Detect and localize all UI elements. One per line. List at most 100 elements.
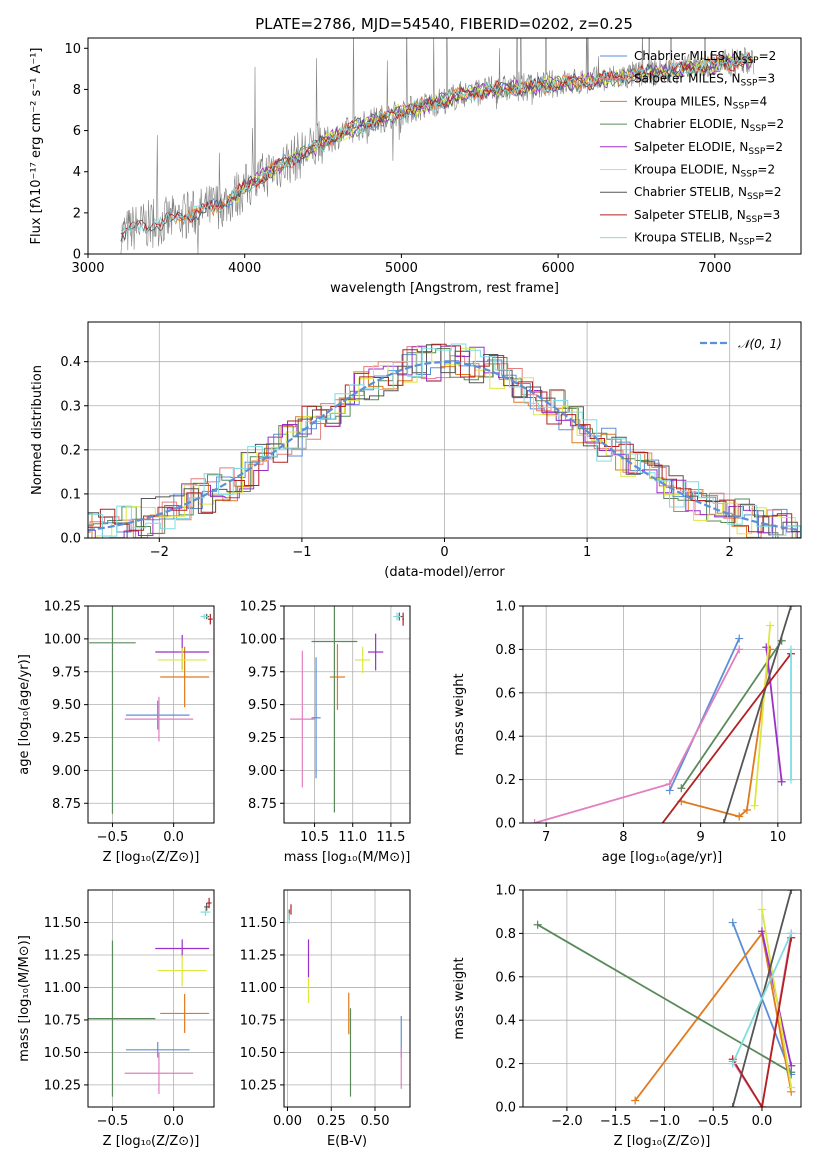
y-axis-label: mass weight xyxy=(452,957,467,1039)
legend-text: Chabrier MILES, N xyxy=(634,49,742,63)
mass-weight-line xyxy=(731,937,793,1107)
plus-marker xyxy=(757,927,766,936)
y-tick-label: 0.1 xyxy=(60,487,81,502)
legend-subscript: SSP xyxy=(748,147,765,157)
x-axis-label: mass [log₁₀(M/M⊙)] xyxy=(284,850,411,865)
x-tick-label: 9 xyxy=(696,830,704,845)
y-tick-label: 8 xyxy=(73,83,81,98)
plus-marker xyxy=(757,905,766,914)
plus-marker xyxy=(677,784,686,793)
y-tick-label: 8.75 xyxy=(52,797,81,812)
x-tick-label: 0.0 xyxy=(752,1114,773,1129)
plus-marker xyxy=(786,645,795,654)
y-tick-label: 4 xyxy=(73,165,81,180)
mass-weight-line xyxy=(661,653,792,823)
x-axis-label: Z [log₁₀(Z/Z⊙)] xyxy=(614,1134,711,1149)
y-tick-label: 10.25 xyxy=(44,600,81,615)
x-tick-label: 10 xyxy=(770,830,787,845)
plus-marker xyxy=(766,621,775,630)
x-tick-label: 2 xyxy=(726,545,734,560)
legend-label: Kroupa STELIB, NSSP=2 xyxy=(634,231,772,248)
x-axis-label: E(B-V) xyxy=(327,1134,367,1149)
y-axis-label: Normed distribution xyxy=(30,365,45,495)
legend-text: Chabrier STELIB, N xyxy=(634,185,747,199)
histogram-step-line xyxy=(88,363,801,538)
legend-subscript: SSP xyxy=(750,124,767,134)
axes-frame xyxy=(283,889,411,1108)
y-tick-label: 0.0 xyxy=(60,532,81,547)
y-tick-label: 0.2 xyxy=(495,773,516,788)
y-axis-label: mass weight xyxy=(452,673,467,755)
x-tick-label: −1 xyxy=(292,545,311,560)
x-tick-label: −2.0 xyxy=(551,1114,583,1129)
plus-marker xyxy=(530,819,539,823)
legend-text: Salpeter STELIB, N xyxy=(634,208,746,222)
plus-marker xyxy=(735,812,744,821)
plus-marker xyxy=(665,779,674,788)
y-tick-label: 10.50 xyxy=(44,1046,81,1061)
axes-frame xyxy=(87,605,215,824)
y-tick-label: 0.6 xyxy=(495,970,516,985)
y-tick-label: 9.50 xyxy=(248,698,277,713)
legend-label: Kroupa ELODIE, NSSP=2 xyxy=(634,163,775,180)
plus-marker xyxy=(533,920,542,929)
x-axis-label: age [log₁₀(age/yr)] xyxy=(602,850,723,865)
mass-weight-line xyxy=(668,638,741,791)
y-tick-label: 10.00 xyxy=(240,632,277,647)
plus-marker xyxy=(777,777,786,786)
x-tick-label: 11.0 xyxy=(338,830,367,845)
legend-text: Kroupa STELIB, N xyxy=(634,231,738,245)
x-tick-label: −0.5 xyxy=(97,830,129,845)
y-tick-label: 0.2 xyxy=(60,443,81,458)
plus-marker xyxy=(787,890,796,894)
histogram-step-line xyxy=(88,344,801,538)
x-tick-label: 0 xyxy=(440,545,448,560)
y-tick-label: 9.25 xyxy=(248,731,277,746)
axes-spectrum: 3000 4000 5000 6000 7000 0 2 4 6 8 10 wavelength [A… xyxy=(29,37,802,296)
legend-text: =2 xyxy=(766,117,784,131)
mass-weight-line xyxy=(765,647,783,782)
x-tick-label: −1.5 xyxy=(600,1114,632,1129)
legend-label: Chabrier ELODIE, NSSP=2 xyxy=(634,117,784,134)
legend-text: =2 xyxy=(755,231,773,245)
legend-subscript: SSP xyxy=(746,215,763,225)
y-tick-label: 1.0 xyxy=(495,600,516,615)
x-tick-label: 0.50 xyxy=(361,1114,390,1129)
x-tick-label: 5000 xyxy=(385,261,418,276)
x-tick-label: 0.00 xyxy=(273,1114,302,1129)
legend-label: Salpeter MILES, NSSP=3 xyxy=(634,72,775,89)
legend-text: Salpeter ELODIE, N xyxy=(634,140,748,154)
y-tick-label: 0.4 xyxy=(60,355,81,370)
plus-marker xyxy=(735,645,744,654)
x-axis-label: Z [log₁₀(Z/Z⊙)] xyxy=(103,850,200,865)
x-tick-label: 11.5 xyxy=(376,830,405,845)
y-tick-label: 0.4 xyxy=(495,730,516,745)
y-tick-label: 0.4 xyxy=(495,1014,516,1029)
model-spectrum-line xyxy=(120,51,754,235)
y-tick-label: 11.50 xyxy=(240,916,277,931)
y-tick-label: 11.25 xyxy=(44,948,81,963)
axes-frame xyxy=(87,889,215,1108)
histogram-step-line xyxy=(88,354,801,538)
plus-marker xyxy=(786,606,795,610)
mass-weight-line xyxy=(761,909,793,1088)
y-tick-label: 0.0 xyxy=(495,1101,516,1116)
y-tick-label: 9.50 xyxy=(52,698,81,713)
legend-text: =2 xyxy=(765,140,783,154)
y-tick-label: 6 xyxy=(73,124,81,139)
y-tick-label: 10.00 xyxy=(44,632,81,647)
legend-label: Chabrier STELIB, NSSP=2 xyxy=(634,185,782,202)
axes-residuals: −2 −1 0 1 2 0.0 0.1 0.2 0.3 0.4 (data-model)/error… xyxy=(30,321,802,580)
y-tick-label: 9.00 xyxy=(248,764,277,779)
mass-weight-line xyxy=(681,649,771,818)
x-tick-label: 10.5 xyxy=(300,830,329,845)
axes-weight_vs_age: 7 8 9 10 0.0 0.2 0.4 0.6 0.8 1.0 age [log₁₀(age/yr… xyxy=(452,600,802,865)
histogram-step-line xyxy=(88,343,801,538)
legend-text: =2 xyxy=(764,185,782,199)
legend-label: Salpeter STELIB, NSSP=3 xyxy=(634,208,780,225)
plus-marker xyxy=(650,830,658,838)
legend-label: 𝒩(0, 1) xyxy=(738,337,782,351)
x-tick-label: 8 xyxy=(619,830,627,845)
